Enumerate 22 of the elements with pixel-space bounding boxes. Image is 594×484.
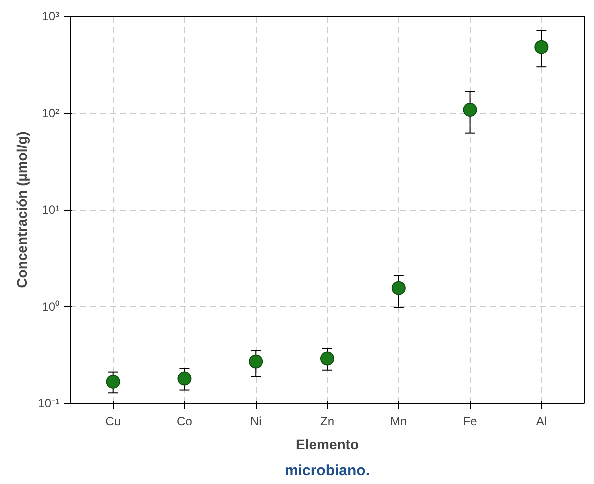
x-tick-label: Mn [390,414,408,428]
y-tick-label: 10⁰ [42,300,60,314]
x-tick-label: Ni [250,414,262,428]
x-axis-title: Elemento [296,436,360,452]
x-tick-label: Zn [320,414,335,428]
y-axis-title: Concentración (µmol/g) [14,132,30,288]
x-tick-label: Co [177,414,193,428]
point [249,354,264,369]
x-tick-label: Cu [106,414,122,428]
y-tick-label: 10¹ [42,203,60,217]
point [392,281,406,296]
point [534,40,549,54]
x-tick-label: Al [536,414,548,428]
point [463,103,478,118]
y-tick-label: 10⁻¹ [38,396,60,410]
y-tick-label: 10² [42,106,60,120]
point [320,352,334,366]
y-tick-label: 10³ [42,10,60,24]
x-tick-label: Fe [463,414,478,428]
point [106,374,120,389]
point [178,372,192,386]
text: microbiano. [284,462,370,480]
